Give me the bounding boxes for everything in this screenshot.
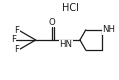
Text: F: F (11, 36, 16, 44)
Text: F: F (14, 45, 19, 54)
Text: HN: HN (60, 40, 72, 49)
Text: NH: NH (102, 25, 115, 34)
Text: HCl: HCl (62, 3, 79, 13)
Text: O: O (49, 18, 55, 27)
Text: F: F (14, 26, 19, 35)
